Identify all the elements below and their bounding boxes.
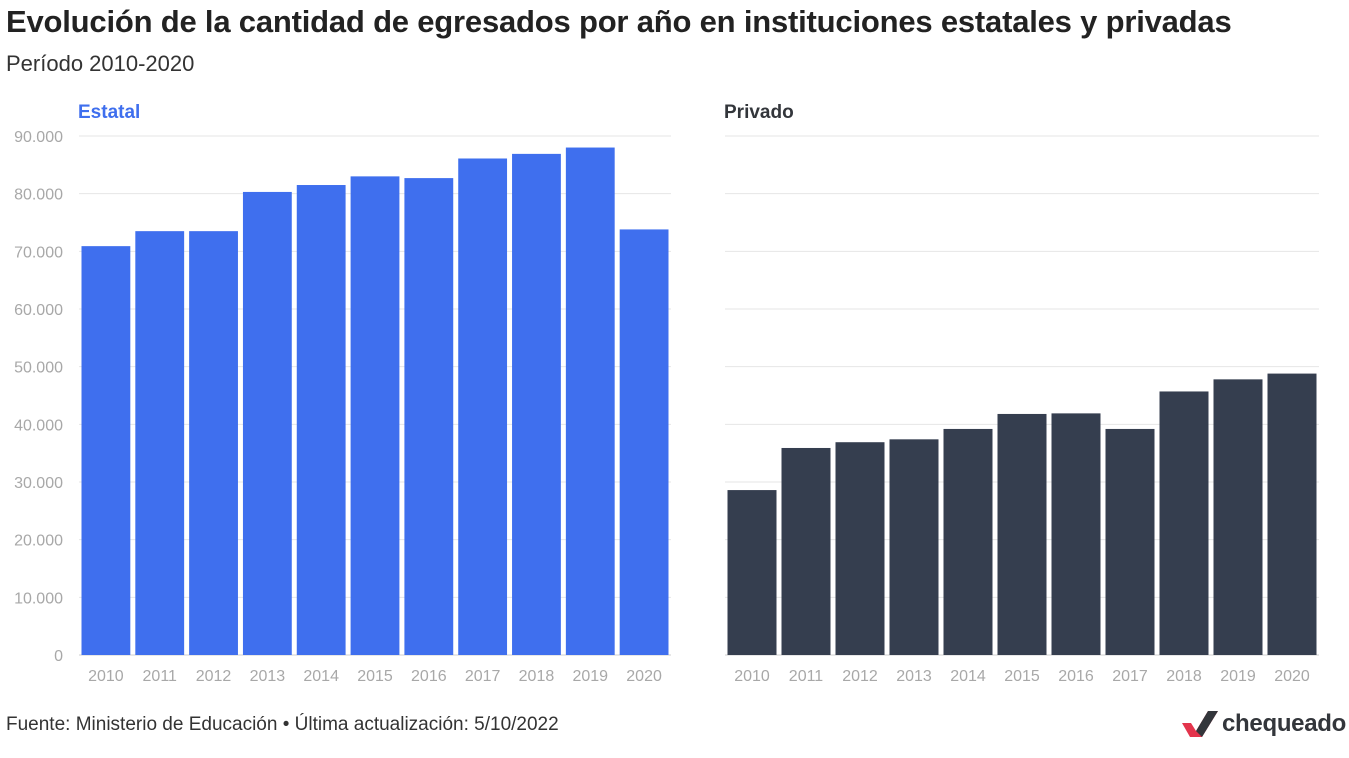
x-tick-label: 2013	[896, 668, 932, 685]
bar-2019	[1213, 379, 1263, 655]
bar-2010	[727, 490, 777, 655]
logo-text: chequeado	[1222, 710, 1346, 737]
x-tick-label: 2017	[465, 668, 501, 685]
bar-2013	[242, 191, 292, 656]
x-tick-label: 2011	[143, 668, 178, 685]
check-mark-icon	[1182, 711, 1218, 737]
x-tick-label: 2013	[250, 668, 286, 685]
bar-2011	[135, 231, 185, 655]
y-tick-label: 60.000	[14, 302, 63, 319]
x-tick-label: 2010	[88, 668, 124, 685]
y-tick-label: 50.000	[14, 360, 63, 377]
bar-2010	[81, 246, 131, 656]
x-tick-label: 2016	[411, 668, 447, 685]
bar-2018	[1159, 391, 1209, 655]
x-tick-label: 2014	[950, 668, 986, 685]
x-tick-label: 2018	[519, 668, 555, 685]
x-tick-label: 2010	[734, 668, 770, 685]
charts-area: Estatal 0 10.000 20.000 30.000 40.000 50.000 60…	[14, 102, 1319, 685]
bar-2020	[619, 229, 669, 656]
x-tick-label: 2012	[842, 668, 878, 685]
bar-2017	[458, 158, 508, 656]
bar-2015	[350, 176, 400, 655]
y-tick-label: 90.000	[14, 129, 63, 146]
x-tick-label: 2019	[572, 668, 608, 685]
bar-2019	[565, 147, 615, 656]
panel-title: Privado	[724, 102, 794, 123]
x-tick-label: 2018	[1166, 668, 1202, 685]
x-tick-label: 2014	[303, 668, 339, 685]
y-tick-label: 30.000	[14, 475, 63, 492]
bar-2017	[1105, 428, 1155, 655]
x-tick-label: 2012	[196, 668, 232, 685]
y-tick-label: 0	[54, 648, 63, 665]
x-tick-label: 2011	[789, 668, 824, 685]
x-tick-label: 2020	[1274, 668, 1310, 685]
bar-2016	[404, 178, 454, 655]
y-tick-label: 80.000	[14, 187, 63, 204]
chart-title: Evolución de la cantidad de egresados po…	[6, 4, 1232, 39]
y-tick-label: 20.000	[14, 533, 63, 550]
bar-2018	[512, 153, 561, 656]
bar-2013	[889, 439, 939, 655]
chequeado-logo[interactable]: chequeado	[1182, 708, 1346, 740]
panel-title: Estatal	[78, 102, 140, 123]
x-tick-label: 2015	[1004, 668, 1040, 685]
x-tick-label: 2019	[1220, 668, 1256, 685]
chart-subtitle: Período 2010-2020	[6, 51, 195, 76]
y-tick-label: 40.000	[14, 417, 63, 434]
x-tick-label: 2015	[357, 668, 393, 685]
source-note: Fuente: Ministerio de Educación • Última…	[6, 714, 559, 735]
bar-2020	[1267, 373, 1317, 655]
bar-2012	[835, 442, 885, 655]
bar-2015	[997, 413, 1047, 655]
bar-2011	[781, 447, 831, 655]
y-tick-label: 70.000	[14, 244, 63, 261]
y-tick-label: 10.000	[14, 590, 63, 607]
x-tick-label: 2016	[1058, 668, 1094, 685]
bar-2014	[943, 428, 993, 655]
bar-2012	[189, 231, 238, 655]
bar-2016	[1051, 413, 1101, 655]
x-tick-label: 2017	[1112, 668, 1148, 685]
x-tick-label: 2020	[626, 668, 662, 685]
bar-2014	[296, 185, 346, 655]
